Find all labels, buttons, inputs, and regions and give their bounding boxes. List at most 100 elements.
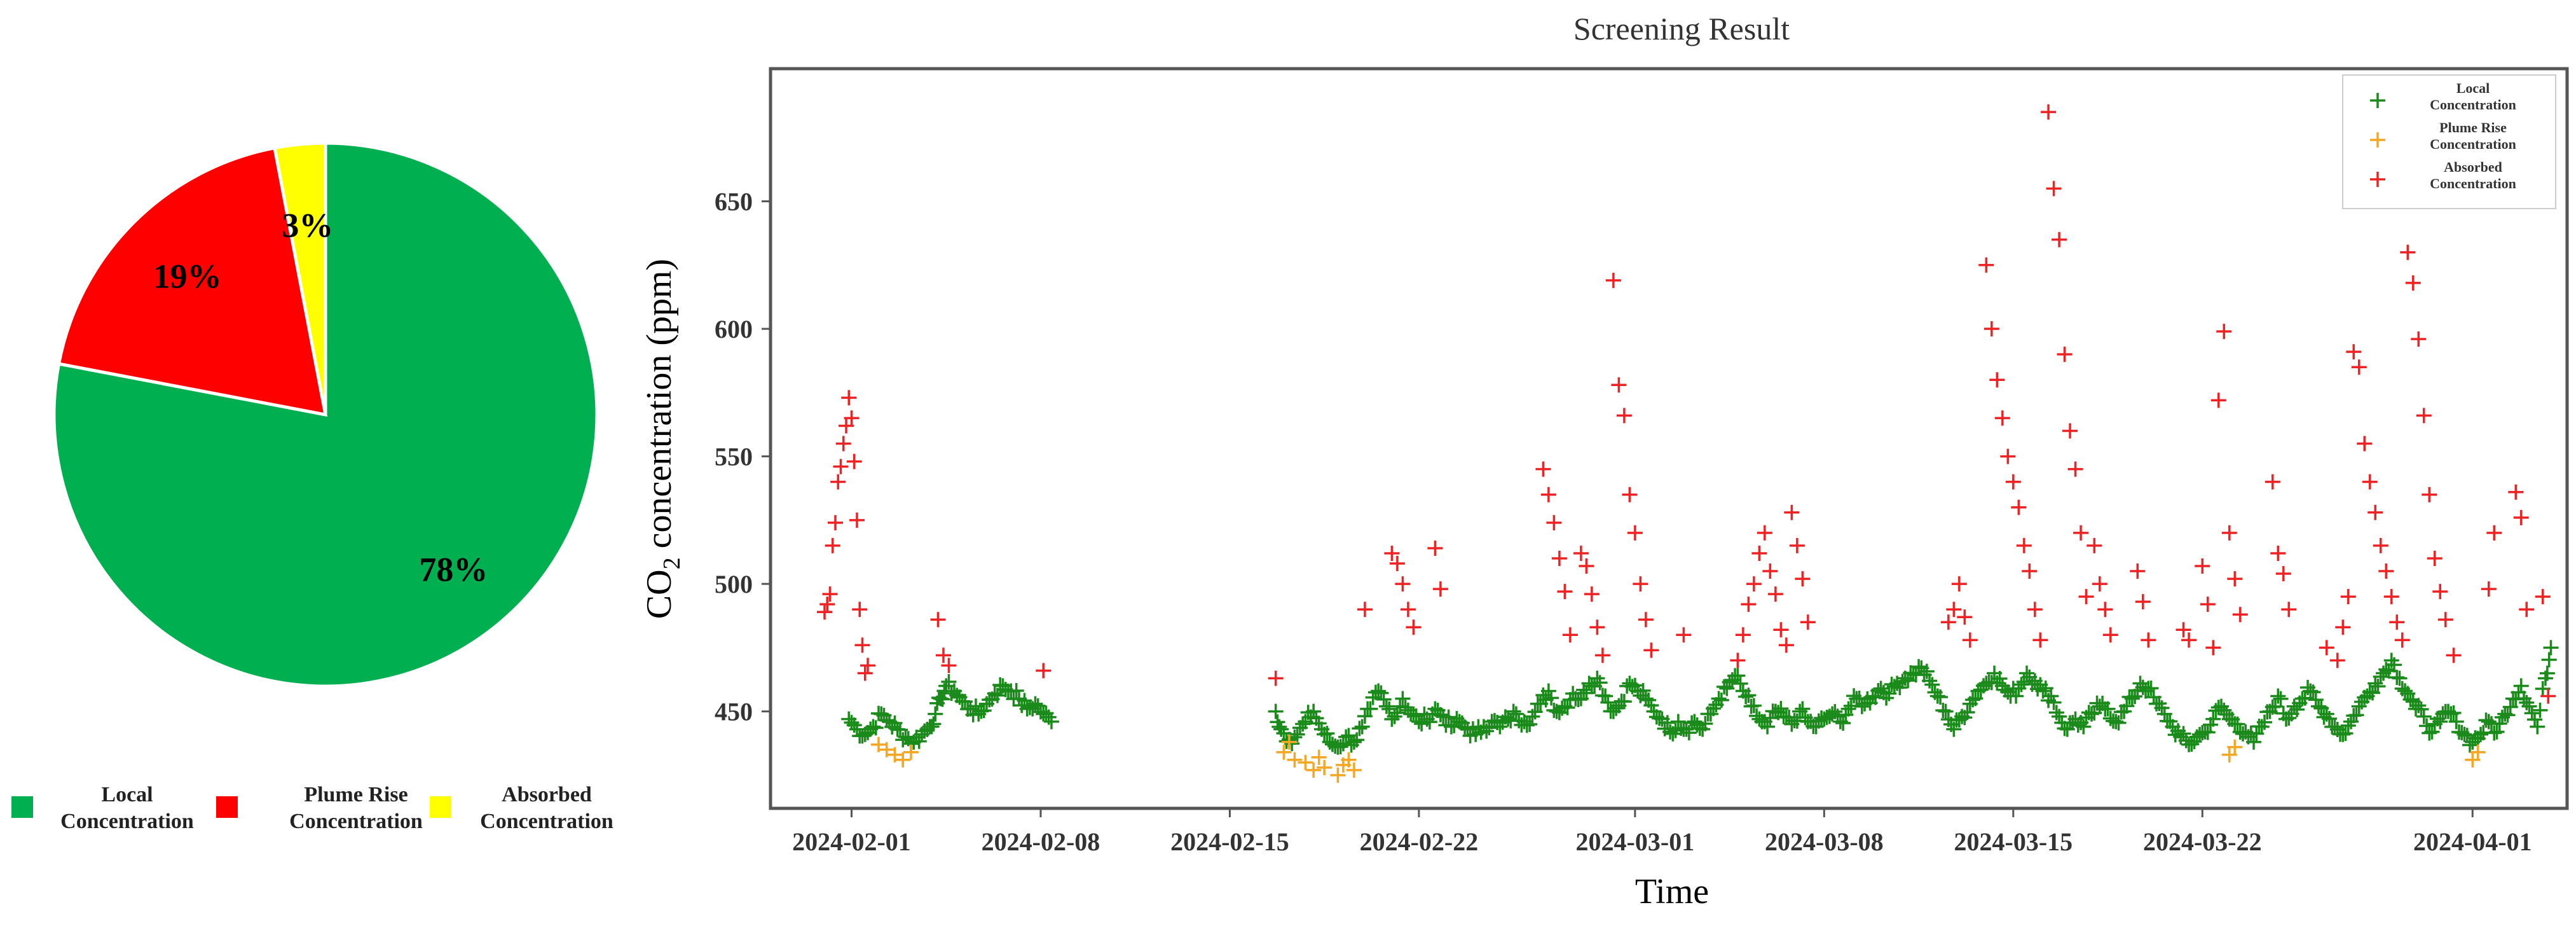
local-point bbox=[1508, 706, 1524, 722]
local-point bbox=[1713, 692, 1729, 708]
local-point bbox=[2270, 688, 2286, 704]
local-point bbox=[2038, 681, 2053, 696]
absorbed-point bbox=[816, 604, 832, 620]
absorbed-point bbox=[2389, 614, 2405, 630]
local-point bbox=[1043, 714, 1059, 729]
plume-rise-point bbox=[1298, 754, 1313, 770]
local-point bbox=[2076, 719, 2092, 735]
local-point bbox=[1965, 692, 1981, 708]
local-point bbox=[1795, 701, 1811, 717]
absorbed-point bbox=[1384, 545, 1400, 561]
absorbed-point bbox=[2432, 584, 2448, 600]
scatter-legend-label-3-line2: Concentration bbox=[2430, 176, 2516, 191]
scatter-legend-marker-2 bbox=[2370, 132, 2385, 148]
local-point bbox=[1362, 701, 1378, 717]
absorbed-point bbox=[1638, 612, 1654, 628]
local-point bbox=[1295, 716, 1311, 732]
absorbed-point bbox=[2540, 688, 2556, 704]
local-point bbox=[2340, 717, 2356, 733]
local-point bbox=[1373, 685, 1389, 701]
local-point bbox=[2311, 698, 2327, 714]
local-point bbox=[2111, 715, 2127, 731]
absorbed-point bbox=[835, 436, 851, 452]
absorbed-point bbox=[1579, 558, 1594, 574]
absorbed-point bbox=[2073, 525, 2089, 541]
local-point bbox=[1741, 688, 1757, 703]
local-point bbox=[2502, 699, 2518, 715]
pie-chart: 78% 19% 3% Local Concentration Plume Rise Con… bbox=[11, 141, 613, 833]
local-point bbox=[911, 733, 927, 749]
plume-rise-point bbox=[1341, 752, 1357, 768]
local-point bbox=[1544, 690, 1559, 706]
x-tick-label: 2024-03-01 bbox=[1576, 827, 1695, 856]
local-point bbox=[2486, 725, 2502, 741]
series-local bbox=[841, 640, 2559, 755]
pie-legend: Local Concentration Plume Rise Concentratio… bbox=[11, 783, 613, 833]
x-tick-label: 2024-04-01 bbox=[2413, 827, 2532, 856]
local-point bbox=[1730, 668, 1746, 684]
local-point bbox=[1600, 694, 1616, 710]
absorbed-point bbox=[1268, 670, 1284, 686]
absorbed-point bbox=[2078, 589, 2094, 605]
local-point bbox=[1719, 681, 1735, 696]
absorbed-point bbox=[2340, 589, 2356, 605]
local-point bbox=[1835, 715, 1851, 731]
absorbed-point bbox=[2032, 632, 2048, 648]
local-point bbox=[2530, 719, 2545, 735]
local-point bbox=[1432, 707, 1448, 722]
plume-rise-point bbox=[1276, 744, 1292, 760]
plume-rise-point bbox=[1330, 767, 1346, 783]
absorbed-point bbox=[2181, 632, 2197, 648]
local-point bbox=[1959, 705, 1975, 721]
absorbed-point bbox=[1762, 563, 1778, 579]
absorbed-point bbox=[1594, 647, 1610, 663]
local-point bbox=[2473, 726, 2489, 742]
absorbed-point bbox=[1432, 581, 1448, 597]
local-point bbox=[2008, 688, 2024, 704]
pie-slice-label-3: 3% bbox=[282, 206, 333, 244]
absorbed-point bbox=[2067, 461, 2083, 477]
local-point bbox=[2308, 692, 2324, 708]
absorbed-point bbox=[2411, 331, 2427, 347]
absorbed-point bbox=[833, 459, 849, 474]
x-tick-label: 2024-03-22 bbox=[2143, 827, 2262, 856]
local-point bbox=[1592, 675, 1608, 691]
absorbed-point bbox=[2264, 474, 2280, 490]
absorbed-point bbox=[2092, 576, 2107, 592]
x-tick-label: 2024-03-15 bbox=[1954, 827, 2073, 856]
local-point bbox=[2519, 694, 2535, 710]
local-point bbox=[941, 674, 957, 690]
absorbed-point bbox=[819, 597, 835, 612]
local-point bbox=[2416, 708, 2432, 724]
absorbed-point bbox=[822, 586, 838, 602]
x-tick-label: 2024-02-15 bbox=[1170, 827, 1289, 856]
plume-rise-point bbox=[1306, 762, 1322, 778]
y-tick-label: 600 bbox=[715, 315, 753, 343]
absorbed-point bbox=[2130, 563, 2146, 579]
pie-legend-label-1-line1: Local bbox=[101, 783, 153, 806]
local-point bbox=[2402, 691, 2418, 707]
local-point bbox=[1306, 703, 1322, 719]
scatter-legend-label-1-line1: Local bbox=[2456, 80, 2490, 96]
local-point bbox=[2348, 707, 2364, 723]
absorbed-point bbox=[2200, 597, 2216, 612]
plume-rise-point bbox=[2221, 747, 2237, 763]
absorbed-point bbox=[2535, 589, 2551, 605]
absorbed-point bbox=[1951, 576, 1967, 592]
local-point bbox=[1008, 683, 1024, 698]
local-point bbox=[989, 688, 1005, 703]
absorbed-point bbox=[841, 390, 857, 406]
local-point bbox=[1946, 721, 1962, 737]
absorbed-point bbox=[1605, 272, 1621, 288]
local-point bbox=[2422, 725, 2437, 741]
plume-rise-point bbox=[870, 736, 886, 752]
local-point bbox=[2397, 683, 2413, 699]
absorbed-point bbox=[1989, 372, 2005, 388]
local-point bbox=[2513, 678, 2529, 694]
local-point bbox=[2273, 691, 2289, 707]
absorbed-point bbox=[2378, 563, 2394, 579]
absorbed-point bbox=[1427, 540, 1443, 556]
scatter-legend-label-1-line2: Concentration bbox=[2430, 97, 2516, 113]
local-point bbox=[1387, 708, 1402, 724]
